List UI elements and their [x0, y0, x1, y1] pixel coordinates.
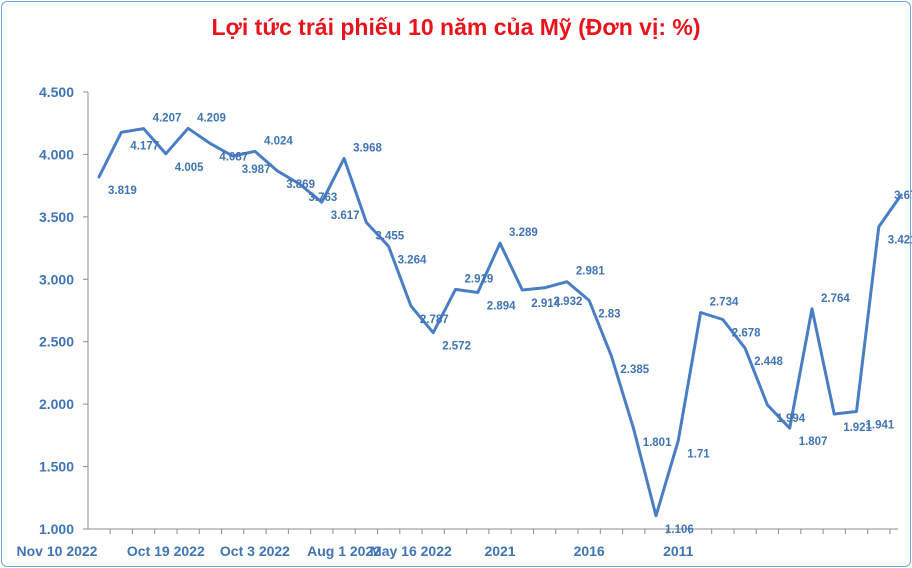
- data-label: 1.106: [665, 524, 694, 536]
- data-label: 3.617: [331, 210, 360, 222]
- data-label: 3.289: [509, 227, 538, 239]
- y-tick-label: 1.500: [39, 459, 74, 475]
- data-label: 2.734: [710, 297, 739, 309]
- data-label: 2.764: [821, 293, 850, 305]
- data-label: 3.421: [888, 235, 912, 247]
- x-tick-label: Aug 1 2022: [307, 543, 381, 559]
- data-label: 4.209: [197, 112, 226, 124]
- data-label: 1.807: [799, 436, 828, 448]
- data-label: 3.675: [894, 190, 912, 202]
- data-label: 2.932: [554, 296, 583, 308]
- data-label: 2.914: [531, 298, 560, 310]
- data-label: 3.455: [375, 231, 404, 243]
- data-label: 3.987: [242, 164, 271, 176]
- chart-title: Lợi tức trái phiếu 10 năm của Mỹ (Đơn vị…: [211, 14, 701, 40]
- data-label: 2.981: [576, 266, 605, 278]
- data-label: 3.968: [353, 142, 382, 154]
- data-label: 3.264: [398, 254, 427, 266]
- y-tick-label: 2.000: [39, 396, 74, 412]
- x-tick-label: 2011: [663, 543, 694, 559]
- x-tick-label: 2021: [484, 543, 515, 559]
- data-label: 3.819: [108, 185, 137, 197]
- data-label: 1.921: [843, 422, 872, 434]
- x-tick-label: Nov 10 2022: [17, 543, 98, 559]
- data-label: 2.678: [732, 328, 761, 340]
- data-label: 4.005: [175, 162, 204, 174]
- data-label: 1.994: [776, 413, 805, 425]
- data-label: 1.71: [687, 448, 710, 460]
- x-tick-label: Oct 19 2022: [127, 543, 205, 559]
- y-tick-label: 4.000: [39, 146, 74, 162]
- data-label: 1.941: [866, 420, 895, 432]
- data-label: 3.763: [309, 192, 338, 204]
- data-label: 2.448: [754, 356, 783, 368]
- data-label: 2.787: [420, 314, 449, 326]
- x-tick-label: 2016: [574, 543, 605, 559]
- y-tick-label: 4.500: [39, 84, 74, 100]
- data-label: 2.919: [465, 273, 494, 285]
- data-label: 2.572: [442, 341, 471, 353]
- x-tick-label: May 16 2022: [370, 543, 452, 559]
- data-label: 4.177: [130, 140, 159, 152]
- y-tick-label: 3.000: [39, 271, 74, 287]
- series-line: [97, 126, 903, 518]
- y-tick-label: 3.500: [39, 209, 74, 225]
- data-label: 3.869: [286, 179, 315, 191]
- data-label: 2.385: [620, 364, 649, 376]
- data-label: 1.801: [643, 437, 672, 449]
- y-tick-label: 1.000: [39, 521, 74, 537]
- data-label: 4.207: [153, 113, 182, 125]
- data-label: 4.087: [219, 152, 248, 164]
- data-label: 2.83: [598, 309, 620, 321]
- x-tick-label: Oct 3 2022: [220, 543, 290, 559]
- data-label: 4.024: [264, 135, 293, 147]
- y-tick-label: 2.500: [39, 334, 74, 350]
- data-label: 2.894: [487, 301, 516, 313]
